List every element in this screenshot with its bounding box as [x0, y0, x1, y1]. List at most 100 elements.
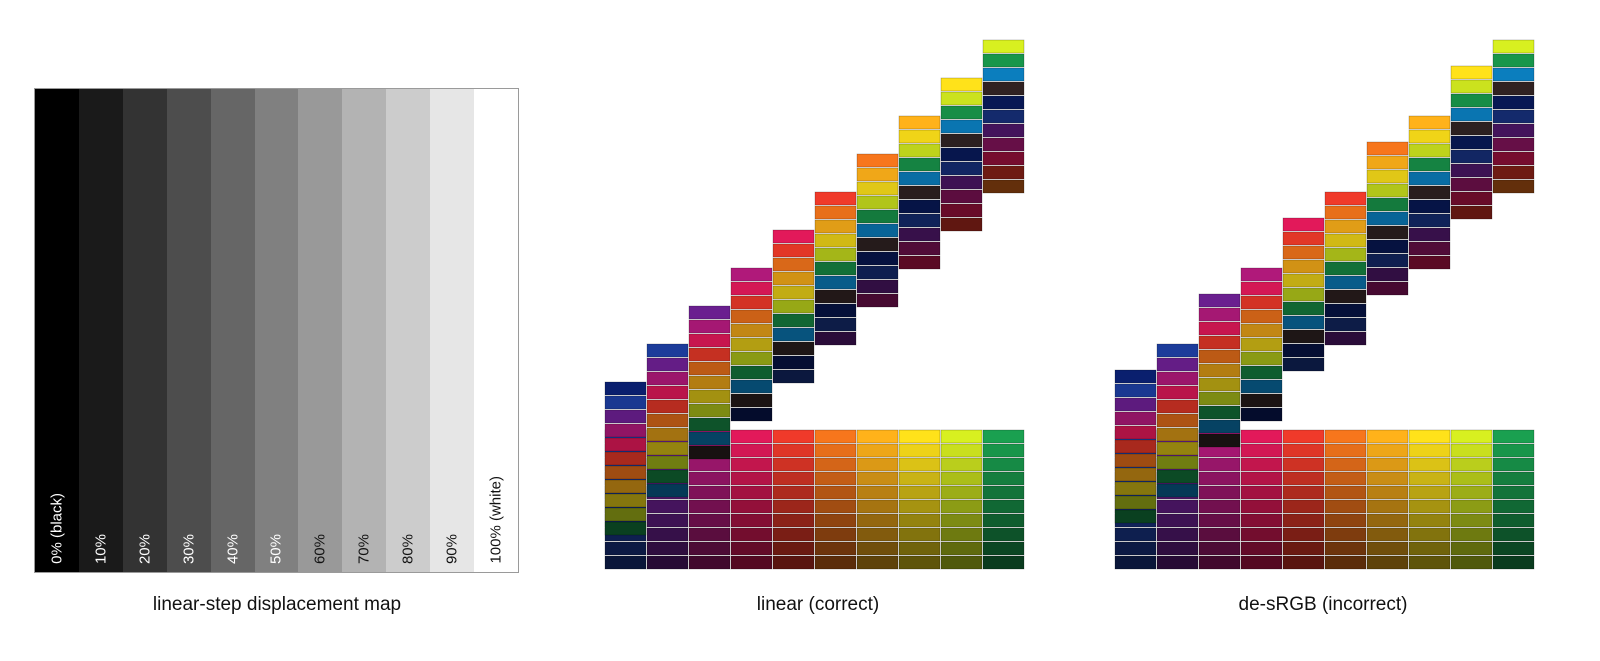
swatch-cell	[940, 429, 983, 444]
swatch-cell	[940, 541, 983, 556]
swatch-cell	[1492, 67, 1535, 82]
gray-step-60: 60%	[298, 89, 343, 572]
swatch-cell	[940, 555, 983, 570]
swatch-cell	[856, 181, 899, 196]
swatch-cell	[940, 161, 983, 176]
gray-step-10: 10%	[78, 89, 123, 572]
swatch-cell	[688, 375, 731, 390]
swatch-cell	[1324, 331, 1367, 346]
swatch-cell	[982, 457, 1025, 472]
swatch-cell	[646, 399, 689, 414]
step-label-50: 50%	[267, 533, 285, 564]
swatch-cell	[1282, 287, 1325, 302]
swatch-cell	[898, 143, 941, 158]
swatch-cell	[898, 255, 941, 270]
swatch-cell	[1450, 443, 1493, 458]
swatch-cell	[898, 485, 941, 500]
swatch-cell	[982, 541, 1025, 556]
swatch-cell	[604, 521, 647, 536]
swatch-cell	[898, 157, 941, 172]
swatch-cell	[772, 271, 815, 286]
swatch-cell	[1324, 233, 1367, 248]
swatch-cell	[1366, 485, 1409, 500]
swatch-cell	[730, 499, 773, 514]
swatch-cell	[1366, 429, 1409, 444]
render-desrgb-image	[1114, 39, 1535, 570]
swatch-cell	[688, 485, 731, 500]
swatch-cell	[1366, 267, 1409, 282]
swatch-cell	[1282, 555, 1325, 570]
swatch-cell	[1114, 541, 1157, 556]
swatch-cell	[856, 209, 899, 224]
swatch-cell	[1114, 495, 1157, 510]
render-desrgb	[1110, 30, 1540, 580]
swatch-cell	[1198, 485, 1241, 500]
swatch-cell	[772, 313, 815, 328]
swatch-cell	[814, 191, 857, 206]
swatch-cell	[604, 451, 647, 466]
swatch-cell	[730, 323, 773, 338]
swatch-cell	[1324, 541, 1367, 556]
swatch-cell	[1282, 485, 1325, 500]
swatch-cell	[1282, 513, 1325, 528]
swatch-cell	[1450, 527, 1493, 542]
swatch-cell	[1282, 499, 1325, 514]
swatch-cell	[1366, 457, 1409, 472]
swatch-cell	[898, 527, 941, 542]
swatch-cell	[1450, 93, 1493, 108]
swatch-cell	[1156, 499, 1199, 514]
swatch-cell	[646, 357, 689, 372]
swatch-cell	[772, 429, 815, 444]
swatch-cell	[1450, 107, 1493, 122]
swatch-cell	[814, 443, 857, 458]
swatch-cell	[1324, 471, 1367, 486]
render-linear-image	[604, 39, 1025, 570]
swatch-cell	[940, 91, 983, 106]
swatch-cell	[1450, 471, 1493, 486]
swatch-cell	[1492, 443, 1535, 458]
swatch-cell	[898, 429, 941, 444]
swatch-cell	[1282, 457, 1325, 472]
swatch-cell	[1408, 115, 1451, 130]
swatch-cell	[646, 427, 689, 442]
swatch-cell	[1492, 39, 1535, 54]
swatch-cell	[1114, 425, 1157, 440]
swatch-cell	[1240, 365, 1283, 380]
swatch-cell	[1450, 429, 1493, 444]
swatch-cell	[898, 513, 941, 528]
swatch-cell	[688, 403, 731, 418]
swatch-cell	[688, 527, 731, 542]
swatch-cell	[1408, 457, 1451, 472]
swatch-cell	[982, 95, 1025, 110]
swatch-cell	[646, 499, 689, 514]
swatch-cell	[1366, 513, 1409, 528]
swatch-cell	[982, 109, 1025, 124]
swatch-cell	[1492, 555, 1535, 570]
swatch-cell	[604, 493, 647, 508]
swatch-cell	[982, 179, 1025, 194]
swatch-cell	[1114, 439, 1157, 454]
swatch-cell	[1198, 541, 1241, 556]
swatch-cell	[1240, 555, 1283, 570]
swatch-cell	[772, 327, 815, 342]
swatch-cell	[898, 555, 941, 570]
render-linear-caption: linear (correct)	[756, 594, 880, 615]
step-label-20: 20%	[136, 533, 154, 564]
swatch-cell	[898, 457, 941, 472]
swatch-cell	[898, 499, 941, 514]
swatch-cell	[814, 303, 857, 318]
swatch-cell	[1156, 385, 1199, 400]
swatch-cell	[1492, 123, 1535, 138]
swatch-cell	[940, 499, 983, 514]
swatch-cell	[1492, 527, 1535, 542]
swatch-cell	[1114, 467, 1157, 482]
swatch-cell	[898, 129, 941, 144]
swatch-cell	[1408, 129, 1451, 144]
swatch-cell	[1492, 53, 1535, 68]
swatch-cell	[604, 507, 647, 522]
step-label-70: 70%	[355, 533, 373, 564]
swatch-cell	[1282, 273, 1325, 288]
swatch-cell	[1492, 457, 1535, 472]
swatch-cell	[772, 299, 815, 314]
swatch-cell	[1408, 171, 1451, 186]
